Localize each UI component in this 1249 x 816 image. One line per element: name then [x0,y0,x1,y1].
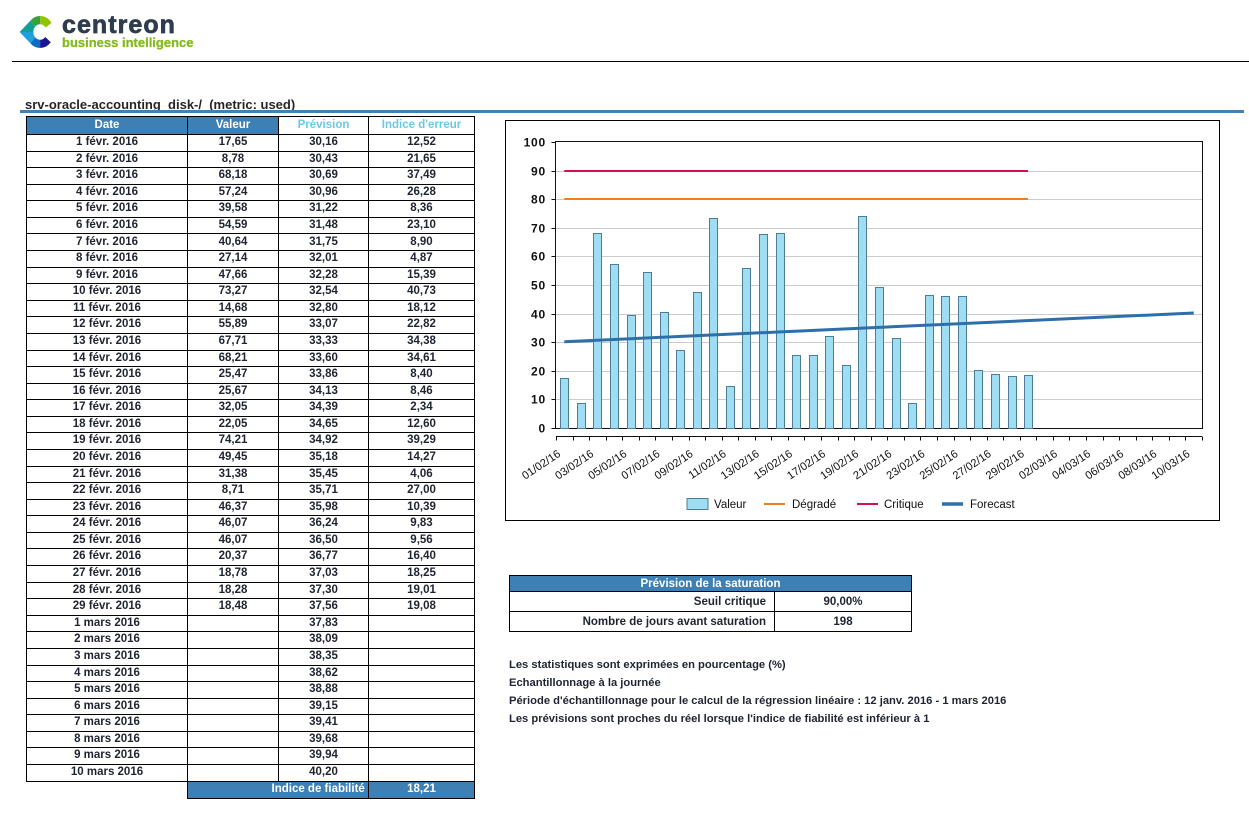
svg-text:20: 20 [531,365,546,379]
svg-text:90: 90 [531,165,546,179]
svg-text:Valeur: Valeur [714,499,747,511]
svg-text:Critique: Critique [884,499,924,511]
svg-text:30: 30 [531,336,546,350]
svg-text:0: 0 [539,422,546,436]
svg-text:80: 80 [531,193,546,207]
svg-text:Dégradé: Dégradé [792,499,836,511]
svg-text:40: 40 [531,308,546,322]
svg-text:100: 100 [524,136,546,150]
svg-text:Forecast: Forecast [970,499,1016,511]
svg-text:10: 10 [531,393,546,407]
svg-text:50: 50 [531,279,546,293]
svg-text:60: 60 [531,250,546,264]
svg-text:70: 70 [531,222,546,236]
